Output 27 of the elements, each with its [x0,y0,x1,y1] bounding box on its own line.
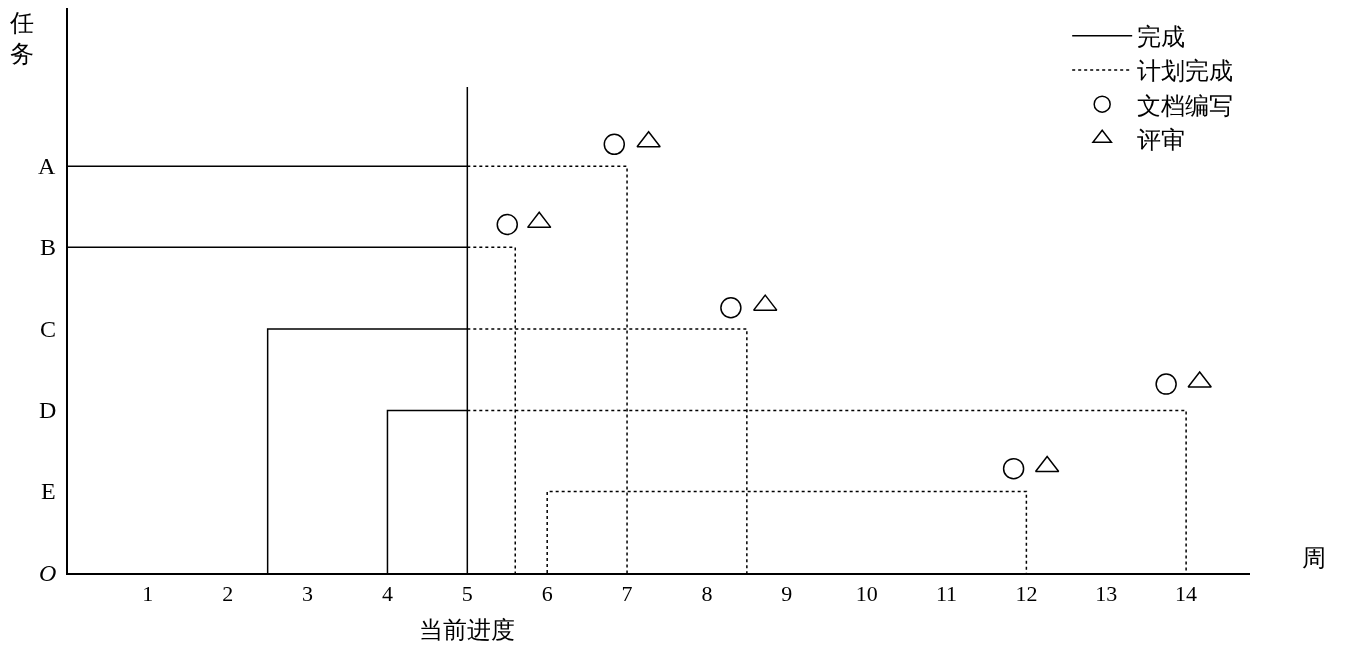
x-tick-label: 4 [381,581,393,607]
x-tick-label: 3 [302,581,314,607]
text: O [39,560,57,586]
text: A [38,153,56,179]
x-tick-label: 9 [781,581,793,607]
x-tick-label: 1 [142,581,154,607]
x-tick-label: 6 [541,581,553,607]
y-axis-title: 任务 [9,10,34,68]
text: D [39,397,57,423]
text: B [40,234,57,260]
ref-line-label: 当前进度 [419,617,515,643]
text: C [40,316,57,342]
x-tick-label: 13 [1095,581,1118,607]
x-tick-label: 10 [855,581,878,607]
x-tick-label: 2 [222,581,234,607]
text: E [41,478,56,504]
legend-label: 计划完成 [1137,58,1234,85]
x-tick-label: 11 [935,581,958,607]
x-tick-label: 14 [1175,581,1198,607]
x-axis-title: 周 [1302,545,1326,571]
x-tick-label: 12 [1015,581,1038,607]
legend-label: 文档编写 [1137,92,1234,119]
legend-label: 完成 [1137,24,1186,51]
x-tick-label: 7 [621,581,633,607]
x-tick-label: 8 [701,581,713,607]
x-tick-label: 5 [461,581,473,607]
legend-label: 评审 [1137,126,1186,153]
